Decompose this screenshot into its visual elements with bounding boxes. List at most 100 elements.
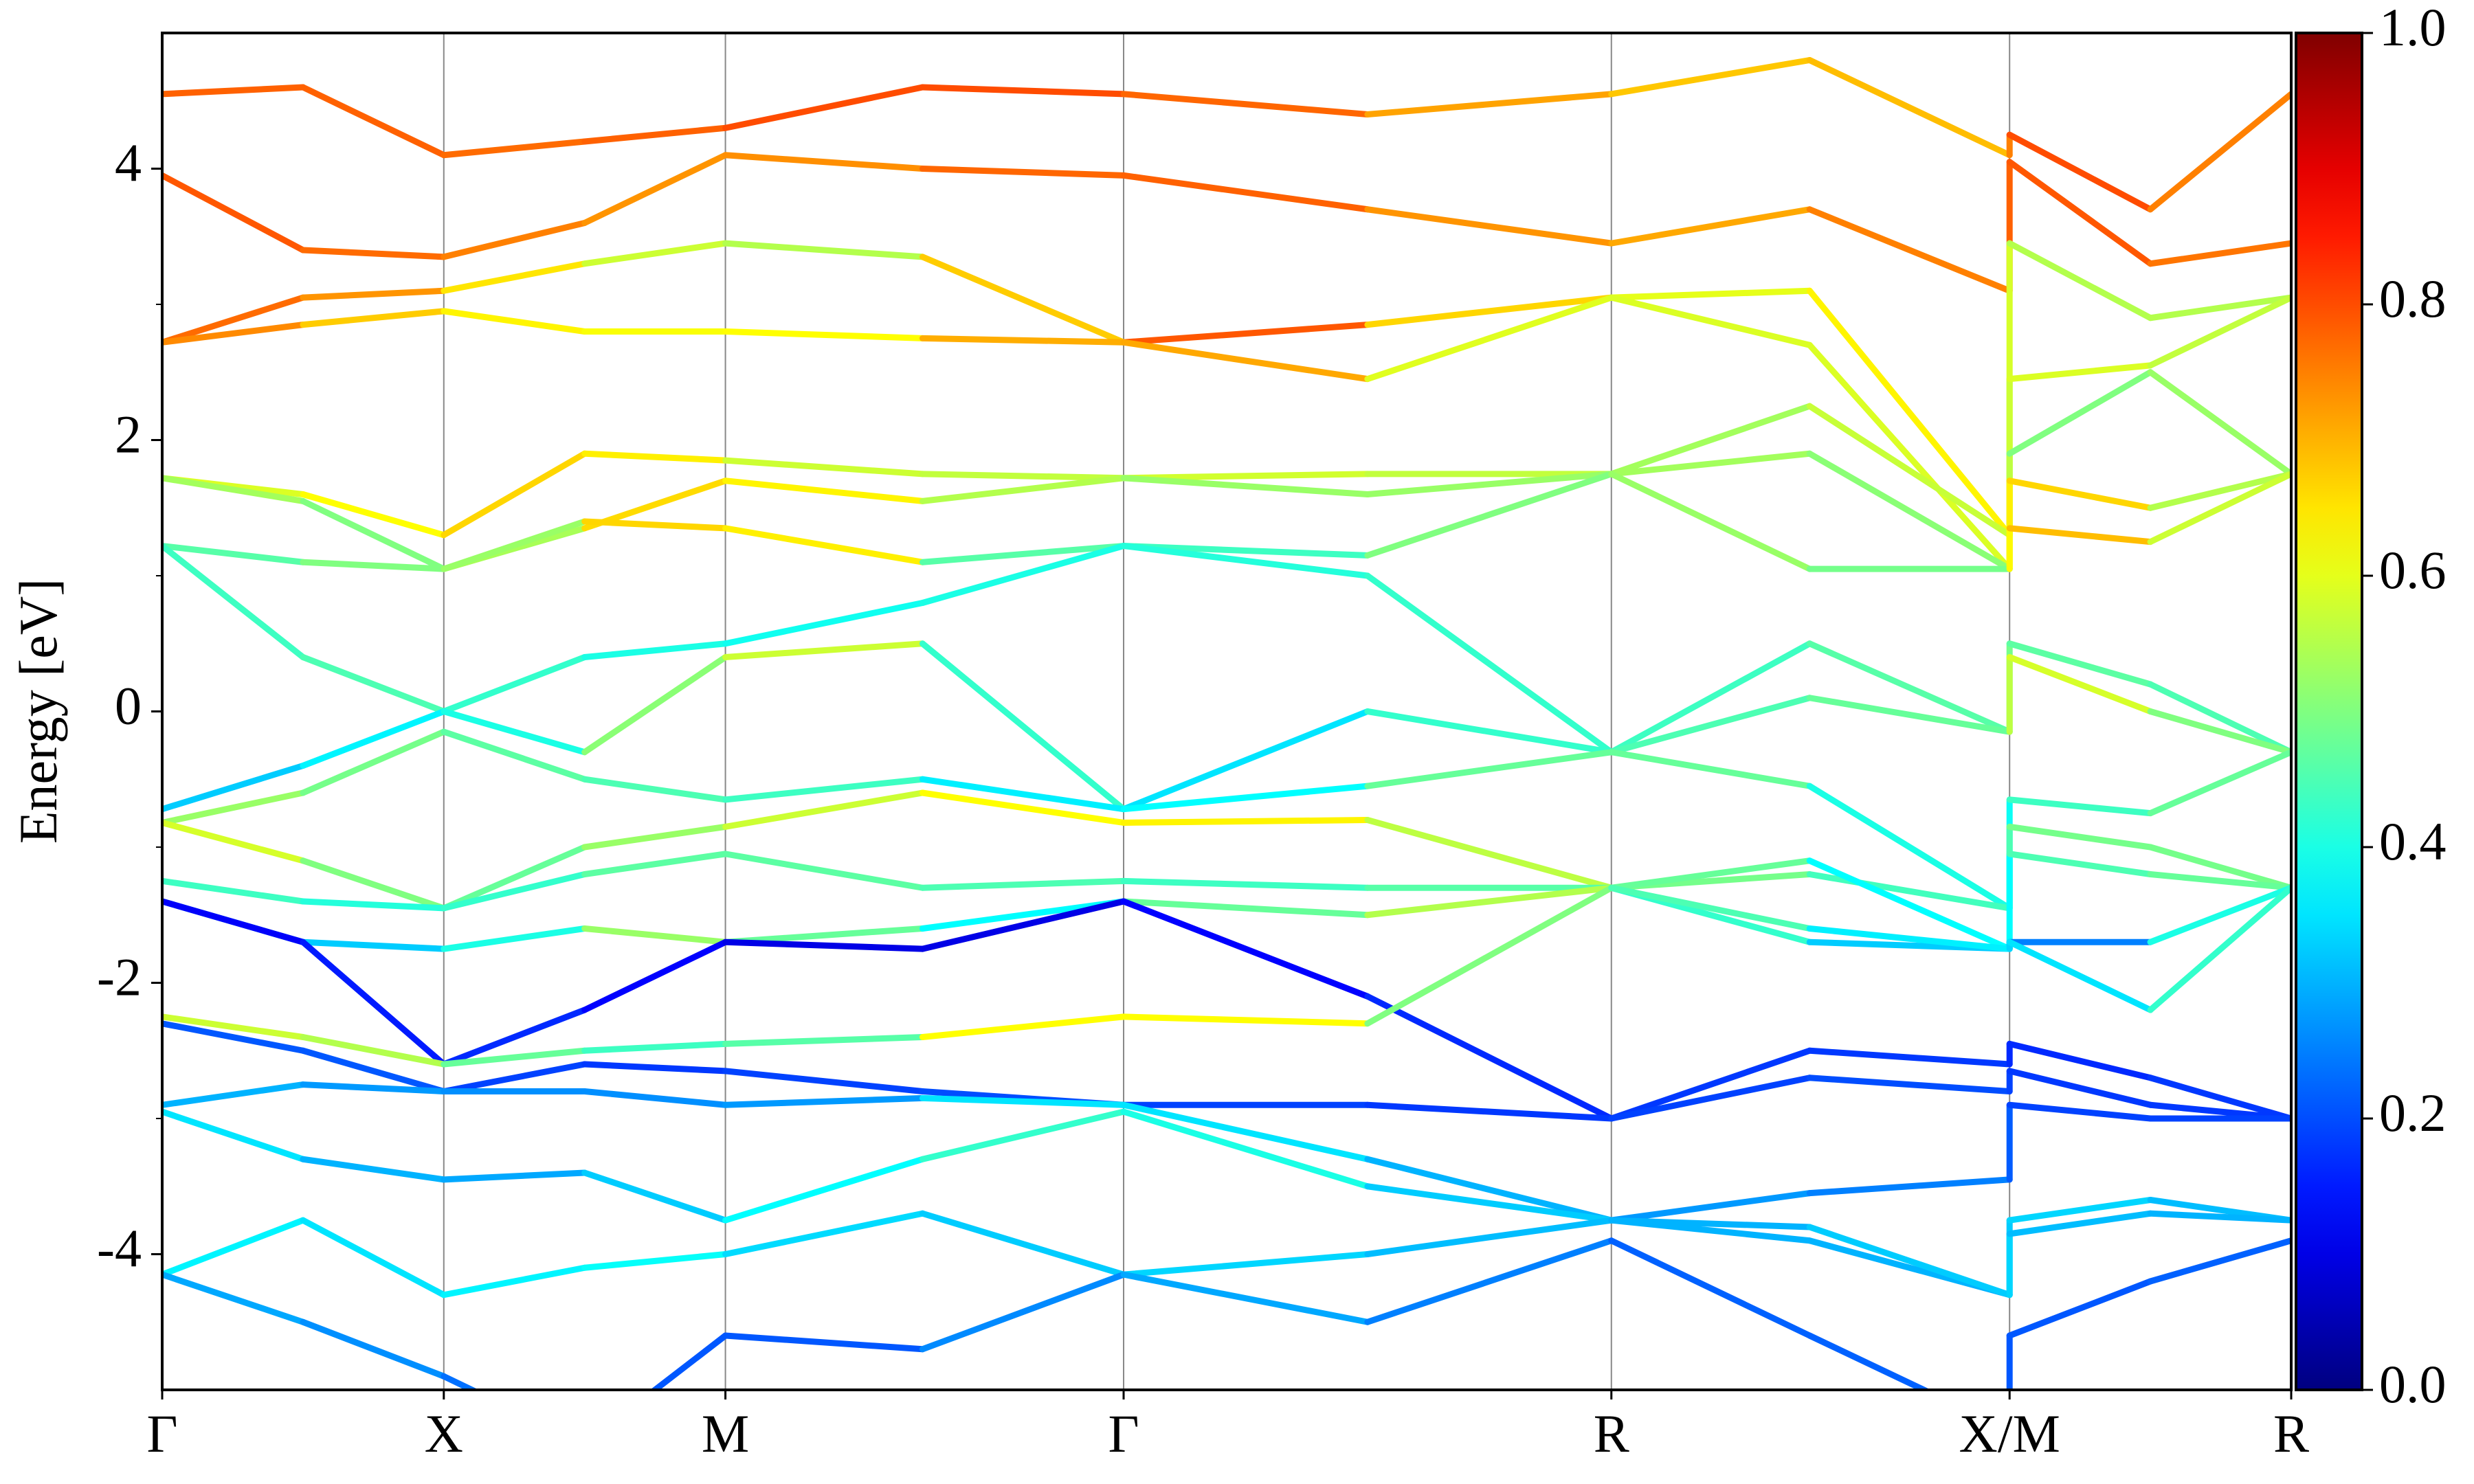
- band-segment: [162, 543, 307, 660]
- band-segment: [162, 1108, 307, 1162]
- band-segment: [919, 335, 1127, 346]
- band-segment: [2006, 1210, 2154, 1237]
- x-tick-label: Γ: [146, 1404, 177, 1463]
- band-segment: [1608, 471, 1813, 572]
- band-segment: [2006, 477, 2154, 511]
- band-segment: [2006, 796, 2154, 817]
- colorbar-tick-label: 0.2: [2379, 1083, 2447, 1143]
- band-segment: [1608, 403, 1813, 477]
- band-segment: [2147, 91, 2291, 213]
- band-segment: [441, 708, 588, 756]
- band-segment: [722, 1156, 926, 1224]
- band-segment: [1608, 1217, 1813, 1230]
- band-segment: [919, 543, 1127, 565]
- band-segment: [919, 898, 1127, 952]
- band-segment: [581, 851, 729, 877]
- band-segment: [1806, 57, 2013, 159]
- band-segment: [581, 240, 729, 267]
- band-segment: [441, 220, 588, 260]
- band-segment: [441, 450, 588, 539]
- band-segment: [2006, 131, 2154, 213]
- band-segment: [162, 543, 307, 565]
- band-segment: [1608, 1190, 1813, 1224]
- band-segment: [1120, 1101, 1371, 1162]
- band-segment: [1364, 708, 1615, 756]
- band-segment: [722, 600, 926, 647]
- band-segment: [581, 938, 729, 1013]
- band-segment: [581, 640, 729, 660]
- band-segment: [1364, 91, 1615, 117]
- band-segment: [300, 308, 447, 328]
- band-segment: [162, 1013, 307, 1040]
- band-segment: [2147, 884, 2291, 1013]
- y-tick-label: 4: [115, 133, 142, 192]
- x-tick-label: X: [425, 1404, 463, 1463]
- band-segment: [441, 654, 588, 715]
- band-segment: [1364, 471, 1615, 559]
- band-segment: [1608, 206, 1813, 247]
- band-segment: [1806, 206, 2013, 294]
- band-segment: [2006, 1278, 2154, 1339]
- band-segment: [1120, 1271, 1371, 1325]
- band-segment: [441, 308, 588, 335]
- band-segment: [722, 1094, 926, 1108]
- band-segment: [162, 294, 307, 346]
- colorbar-tick-label: 0.8: [2379, 269, 2447, 328]
- x-tick-label: X/M: [1959, 1404, 2060, 1463]
- band-segment: [1806, 695, 2013, 735]
- band-segment: [1806, 1332, 1932, 1390]
- band-segment: [919, 84, 1127, 98]
- band-segment: [1364, 294, 1615, 328]
- band-segment: [2006, 362, 2154, 383]
- band-segment: [300, 728, 447, 796]
- band-segment: [1364, 1156, 1615, 1224]
- band-segment: [1806, 857, 2013, 952]
- band-segment: [300, 287, 447, 301]
- band-segment: [1364, 817, 1615, 891]
- band-segment: [2147, 294, 2291, 369]
- band-segment: [162, 819, 307, 864]
- band-segment: [722, 152, 926, 172]
- band-segment: [2147, 240, 2291, 267]
- band-segment: [919, 1108, 1127, 1162]
- band-segment: [581, 450, 729, 464]
- band-segment: [581, 1061, 729, 1075]
- colorbar-tick-label: 0.0: [2379, 1354, 2447, 1414]
- band-segment: [441, 1007, 588, 1068]
- band-segment: [919, 543, 1127, 606]
- band-segment: [722, 1210, 926, 1257]
- band-segment: [919, 1013, 1127, 1040]
- band-segment: [300, 247, 447, 260]
- band-segment: [1364, 749, 1615, 789]
- band-segment: [300, 1318, 447, 1380]
- band-segment: [300, 857, 447, 912]
- band-segment: [581, 1040, 729, 1054]
- band-segment: [162, 1081, 307, 1108]
- band-segment: [2147, 294, 2291, 322]
- band-segment: [300, 1081, 447, 1094]
- band-segment: [2006, 1068, 2154, 1108]
- band-segment: [300, 84, 447, 159]
- band-segment: [2006, 159, 2154, 267]
- band-segment: [1120, 898, 1371, 1000]
- band-segment: [919, 475, 1127, 504]
- band-segment: [1120, 898, 1371, 919]
- band-segment: [1806, 871, 2013, 912]
- band-segment: [1364, 294, 1615, 383]
- band-segment: [919, 166, 1127, 179]
- band-segment: [1120, 322, 1371, 346]
- band-segment: [1608, 1047, 1813, 1122]
- band-segment: [722, 640, 926, 660]
- band-segment: [919, 254, 1127, 346]
- band-segment: [2147, 1237, 2291, 1285]
- band-segment: [2006, 640, 2154, 688]
- band-segment: [2006, 654, 2154, 715]
- band-segment: [1120, 339, 1371, 383]
- band-segment: [300, 1156, 447, 1183]
- band-segment: [300, 491, 447, 539]
- band-segment: [1608, 1237, 1813, 1339]
- band-segment: [1120, 475, 1371, 497]
- band-segment: [2147, 844, 2291, 891]
- band-segment: [2147, 1210, 2291, 1224]
- band-segment: [722, 1034, 926, 1047]
